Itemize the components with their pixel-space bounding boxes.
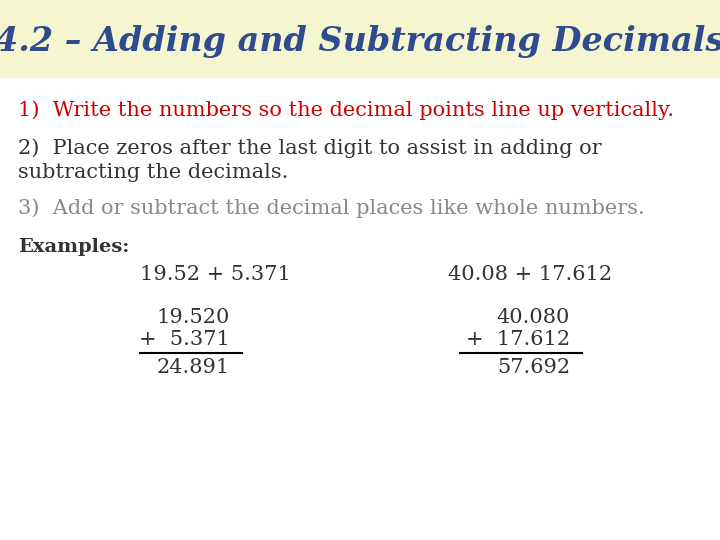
Text: 1)  Write the numbers so the decimal points line up vertically.: 1) Write the numbers so the decimal poin… bbox=[18, 100, 674, 120]
Text: 24.891: 24.891 bbox=[157, 358, 230, 377]
Text: 19.520: 19.520 bbox=[157, 308, 230, 327]
Text: +  17.612: + 17.612 bbox=[466, 330, 570, 349]
Text: Examples:: Examples: bbox=[18, 238, 130, 256]
Text: +  5.371: + 5.371 bbox=[139, 330, 230, 349]
Text: 40.080: 40.080 bbox=[497, 308, 570, 327]
Text: 57.692: 57.692 bbox=[497, 358, 570, 377]
FancyBboxPatch shape bbox=[0, 0, 720, 78]
Text: 19.52 + 5.371: 19.52 + 5.371 bbox=[140, 265, 290, 284]
Text: 3)  Add or subtract the decimal places like whole numbers.: 3) Add or subtract the decimal places li… bbox=[18, 198, 644, 218]
Text: subtracting the decimals.: subtracting the decimals. bbox=[18, 163, 289, 182]
Text: 4.2 – Adding and Subtracting Decimals: 4.2 – Adding and Subtracting Decimals bbox=[0, 25, 720, 58]
Text: 2)  Place zeros after the last digit to assist in adding or: 2) Place zeros after the last digit to a… bbox=[18, 138, 602, 158]
Text: 40.08 + 17.612: 40.08 + 17.612 bbox=[448, 265, 612, 284]
